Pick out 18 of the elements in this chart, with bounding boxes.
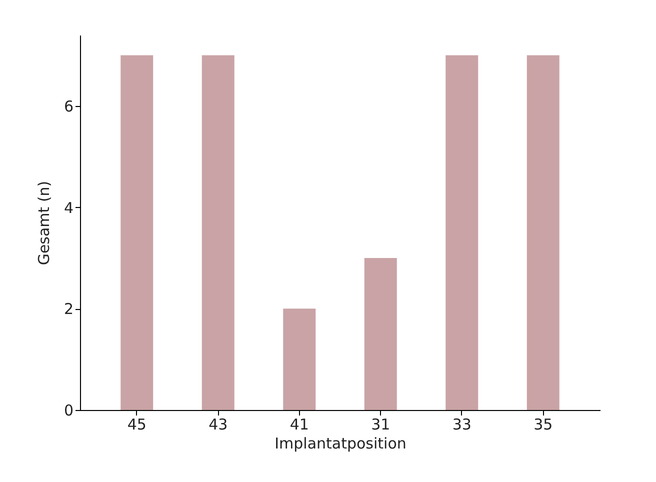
x-tick-label: 43 <box>208 416 228 434</box>
y-tick-label: 2 <box>64 300 74 318</box>
y-tick-label: 4 <box>64 198 74 217</box>
y-tick-label: 6 <box>64 97 74 116</box>
bar <box>446 55 478 410</box>
y-tick-label: 0 <box>64 402 74 420</box>
bar <box>364 258 397 410</box>
bar <box>526 55 560 410</box>
x-tick-label: 33 <box>452 416 472 434</box>
bar <box>120 55 154 410</box>
x-tick-label: 31 <box>371 416 390 434</box>
bar <box>283 308 316 410</box>
x-axis-title: Implantatposition <box>274 434 406 452</box>
bar <box>202 55 234 410</box>
x-tick-label: 35 <box>534 416 553 434</box>
y-axis-title: Gesamt (n) <box>34 180 53 266</box>
x-tick-label: 41 <box>290 416 309 434</box>
x-tick-label: 45 <box>127 416 146 434</box>
